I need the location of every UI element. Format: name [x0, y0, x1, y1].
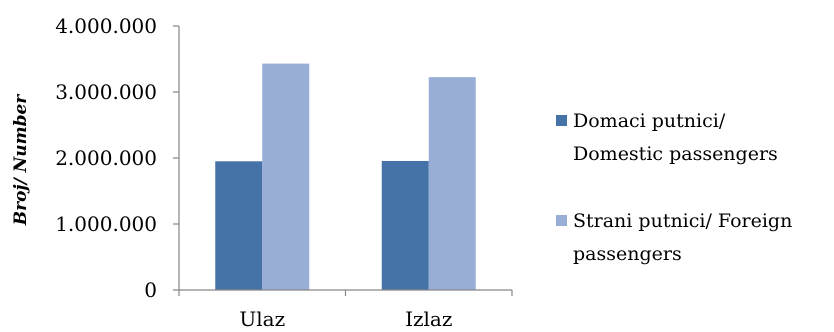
x-category-label: Izlaz: [405, 307, 452, 331]
bar-series-2-izlaz: [428, 77, 476, 291]
legend-label-series-2: passengers: [573, 243, 682, 265]
y-tick-label: 2.000.000: [55, 146, 157, 170]
y-tick-label: 4.000.000: [55, 14, 157, 38]
bar-series-2-ulaz: [262, 63, 310, 291]
y-tick-label: 0: [144, 278, 157, 302]
x-category-label: Ulaz: [239, 307, 285, 331]
y-tick-label: 3.000.000: [55, 80, 157, 104]
y-tick-label: 1.000.000: [55, 212, 157, 236]
legend-swatch-series-2: [556, 215, 567, 226]
bar-series-1-ulaz: [215, 161, 263, 290]
y-axis: 0 1.000.000 2.000.000 3.000.000 4.000.000: [55, 14, 180, 302]
legend-swatch-series-1: [556, 115, 567, 126]
legend-label-series-1: Domaci putnici/: [573, 110, 726, 132]
x-axis: Ulaz Izlaz: [178, 289, 513, 331]
legend: Domaci putnici/Domestic passengers Strani…: [556, 110, 792, 265]
y-axis-title: Broj/ Number: [11, 94, 31, 227]
legend-label-series-2: Strani putnici/ Foreign: [573, 210, 792, 232]
bar-series-1-izlaz: [381, 160, 429, 290]
plot-area: [215, 63, 476, 291]
legend-label-series-1: Domestic passengers: [573, 143, 778, 165]
